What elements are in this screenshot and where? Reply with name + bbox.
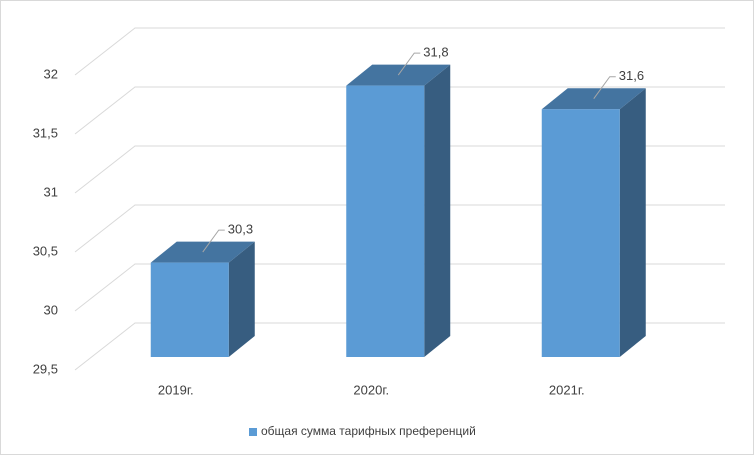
legend-label: общая сумма тарифных преференций — [261, 424, 476, 438]
data-label: 31,8 — [423, 45, 448, 60]
bar — [541, 109, 620, 357]
x-tick-label: 2020г. — [353, 382, 389, 397]
grid-line — [74, 263, 725, 312]
y-tick-label: 30 — [44, 302, 58, 317]
bar — [346, 85, 425, 357]
grid-line — [74, 27, 725, 76]
y-tick-label: 31,5 — [33, 125, 58, 140]
y-tick-label: 31 — [44, 184, 58, 199]
bar-side — [619, 88, 646, 357]
leader-line — [397, 52, 421, 76]
bar-side — [424, 64, 451, 357]
bar — [150, 262, 229, 357]
grid-line — [74, 322, 725, 371]
legend-swatch — [249, 428, 257, 436]
grid-line — [74, 204, 725, 253]
data-label: 30,3 — [228, 222, 253, 237]
bar-side — [228, 241, 255, 357]
leader-line — [202, 229, 225, 253]
data-label: 31,6 — [619, 68, 644, 83]
x-tick-label: 2019г. — [158, 382, 194, 397]
grid-line — [74, 145, 725, 194]
x-tick-label: 2021г. — [549, 382, 585, 397]
y-tick-label: 32 — [44, 66, 58, 81]
y-tick-label: 29,5 — [33, 361, 58, 376]
leader-line — [593, 76, 616, 99]
y-tick-label: 30,5 — [33, 243, 58, 258]
grid-line — [74, 86, 725, 135]
